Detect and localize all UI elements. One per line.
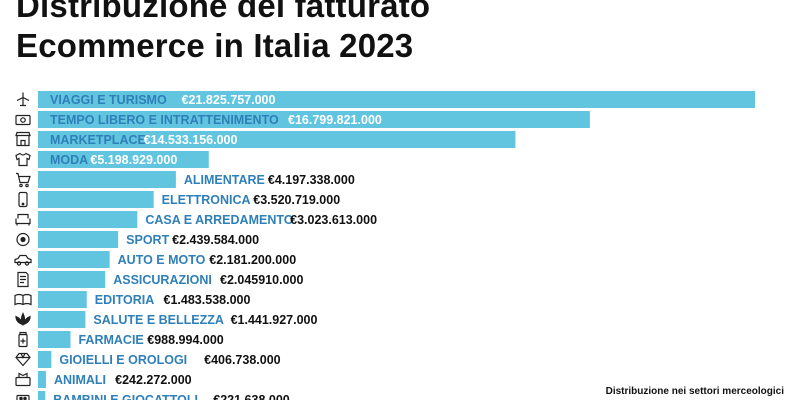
bar-row: ANIMALI €242.272.000 (15, 371, 192, 388)
value-label: €988.994.000 (147, 333, 224, 347)
value-label: €14.533.156.000 (144, 133, 238, 147)
bar-row: BAMBINI E GIOCATTOLI €221.638.000 (16, 391, 290, 400)
bar (38, 251, 110, 268)
category-label: BAMBINI E GIOCATTOLI (53, 393, 198, 400)
bar-row: SALUTE E BELLEZZA €1.441.927.000 (15, 311, 318, 328)
book-icon (14, 293, 32, 306)
bar-row: TEMPO LIBERO E INTRATTENIMENTO €16.799.82… (15, 111, 590, 128)
bar-row: SPORT €2.439.584.000 (16, 231, 259, 248)
bar (38, 351, 52, 368)
sofa-icon (15, 213, 31, 226)
bar (38, 211, 138, 228)
phone-icon (18, 191, 28, 208)
airplane-icon (16, 92, 30, 107)
category-label: SPORT (126, 233, 169, 247)
value-label: €1.441.927.000 (231, 313, 318, 327)
bar-row: ALIMENTARE €4.197.338.000 (16, 171, 355, 188)
category-label: TEMPO LIBERO E INTRATTENIMENTO (50, 113, 279, 127)
value-label: €3.023.613.000 (290, 213, 377, 227)
bar (38, 91, 755, 108)
category-label: MARKETPLACE (50, 133, 146, 147)
bar (38, 111, 590, 128)
bar (38, 291, 87, 308)
value-label: €2.181.200.000 (209, 253, 296, 267)
chart-footnote: Distribuzione nei settori merceologici (605, 386, 784, 397)
value-label: €2.045910.000 (220, 273, 303, 287)
title-line-1: Distribuzione del fatturato (16, 0, 431, 24)
category-label: SALUTE E BELLEZZA (93, 313, 224, 327)
document-icon (17, 271, 29, 288)
category-label: EDITORIA (95, 293, 154, 307)
cart-icon (16, 172, 31, 188)
value-label: €5.198.929.000 (90, 153, 177, 167)
category-label: AUTO E MOTO (118, 253, 206, 267)
bar-row: FARMACIE €988.994.000 (18, 331, 224, 348)
category-label: ALIMENTARE (184, 173, 265, 187)
ticket-icon (15, 114, 31, 126)
bar-row: ASSICURAZIONI €2.045910.000 (17, 271, 303, 288)
bar (38, 371, 46, 388)
bar-row: CASA E ARREDAMENTO€3.023.613.000 (15, 211, 377, 228)
value-label: €21.825.757.000 (182, 93, 276, 107)
value-label: €16.799.821.000 (288, 113, 382, 127)
bar (38, 171, 176, 188)
bar (38, 231, 119, 248)
ball-icon (16, 232, 30, 247)
bar-row: MARKETPLACE€14.533.156.000 (15, 131, 516, 148)
bar (38, 131, 516, 148)
category-label: GIOIELLI E OROLOGI (59, 353, 187, 367)
value-label: €2.439.584.000 (172, 233, 259, 247)
bar (38, 331, 71, 348)
category-label: MODA (50, 153, 88, 167)
car-icon (14, 254, 32, 266)
bar-row: GIOIELLI E OROLOGI €406.738.000 (15, 351, 281, 368)
bar-row: AUTO E MOTO €2.181.200.000 (14, 251, 296, 268)
diamond-icon (15, 352, 31, 367)
toy-icon (16, 394, 30, 400)
category-label: CASA E ARREDAMENTO (145, 213, 293, 227)
pharmacy-icon (18, 331, 28, 348)
value-label: €406.738.000 (204, 353, 281, 367)
bar (38, 191, 154, 208)
pet-icon (15, 372, 31, 387)
shop-icon (15, 131, 31, 147)
value-label: €242.272.000 (115, 373, 192, 387)
value-label: €4.197.338.000 (268, 173, 355, 187)
lotus-icon (15, 312, 31, 326)
bar-row: ELETTRONICA €3.520.719.000 (18, 191, 340, 208)
title-line-2: Ecommerce in Italia 2023 (16, 27, 414, 64)
bar (38, 311, 86, 328)
category-label: ANIMALI (54, 373, 106, 387)
bar-row: MODA €5.198.929.000 (15, 151, 209, 168)
chart-title: Distribuzione del fatturato Ecommerce in… (16, 0, 430, 66)
bar (38, 391, 46, 400)
bar-row: EDITORIA €1.483.538.000 (14, 291, 251, 308)
value-label: €1.483.538.000 (164, 293, 251, 307)
category-label: VIAGGI E TURISMO (50, 93, 167, 107)
category-label: ELETTRONICA (162, 193, 251, 207)
category-label: ASSICURAZIONI (113, 273, 212, 287)
tshirt-icon (15, 152, 31, 167)
bar (38, 271, 106, 288)
category-label: FARMACIE (78, 333, 143, 347)
bar (38, 151, 209, 168)
bar-row: VIAGGI E TURISMO €21.825.757.000 (16, 91, 755, 108)
value-label: €221.638.000 (213, 393, 290, 400)
value-label: €3.520.719.000 (253, 193, 340, 207)
